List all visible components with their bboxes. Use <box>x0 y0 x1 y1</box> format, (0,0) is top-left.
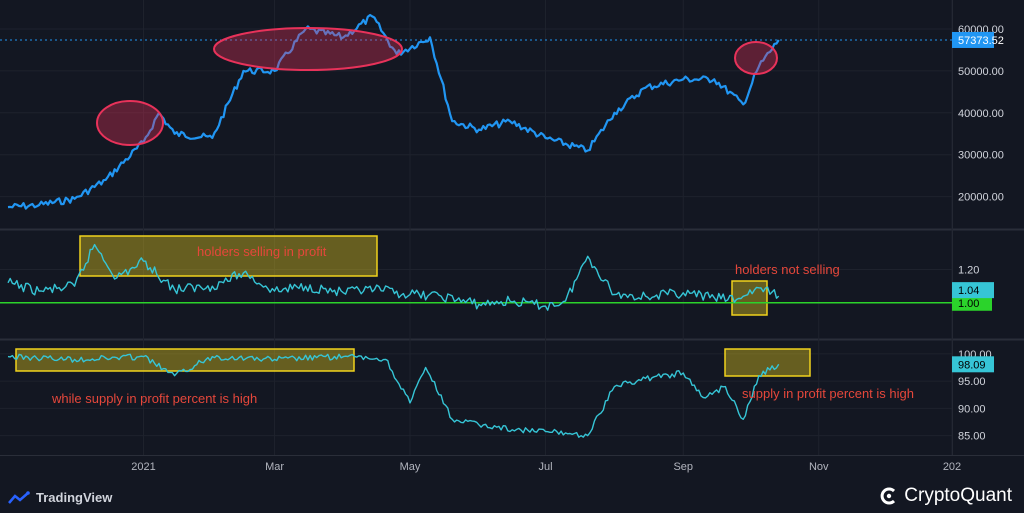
x-tick-label: Mar <box>265 461 284 473</box>
highlight-box <box>731 280 768 316</box>
x-tick-label: 202 <box>943 461 961 473</box>
price-peak-circle <box>734 41 778 75</box>
y-tick-label: 1.20 <box>958 265 979 277</box>
current-value-box <box>952 282 994 299</box>
grid-lines <box>0 0 1024 456</box>
price-peak-circle <box>213 27 403 71</box>
chart-background <box>0 0 1024 480</box>
axis-layer: 2021 Mar May Jul Sep Nov 202 20000.00 30000.00 40… <box>131 24 1004 473</box>
x-tick-label: May <box>400 461 421 473</box>
x-tick-label: Sep <box>673 461 693 473</box>
x-tick-label: 2021 <box>131 461 155 473</box>
series-line-supply_in_profit_percent <box>7 353 780 438</box>
cryptoquant-label: CryptoQuant <box>904 485 1012 506</box>
annotation-supply-high-right: supply in profit percent is high <box>742 386 914 401</box>
annotation-layer: holders selling in profit holders not se… <box>51 244 914 406</box>
series-line-sopr <box>7 243 780 311</box>
baseline-label: 1.00 <box>958 298 979 310</box>
circle-layer <box>96 27 778 146</box>
annotation-holders-not-selling: holders not selling <box>735 262 840 277</box>
y-tick-label: 50000.00 <box>958 66 1004 78</box>
y-tick-label: 95.00 <box>958 376 986 388</box>
series-layer <box>0 13 952 438</box>
current-value-box <box>952 356 994 373</box>
y-tick-label: 30000.00 <box>958 150 1004 162</box>
current-value-box <box>952 31 994 48</box>
current-value-label: 1.04 <box>958 285 979 297</box>
current-value-label: 57373.52 <box>958 35 1004 47</box>
highlight-box <box>724 348 811 377</box>
cryptoquant-brand: CryptoQuant <box>880 485 1012 507</box>
tradingview-logo-icon <box>8 490 30 504</box>
y-tick-label: 90.00 <box>958 403 986 415</box>
y-tick-label: 85.00 <box>958 431 986 443</box>
annotation-supply-high-left: while supply in profit percent is high <box>51 391 257 406</box>
x-tick-label: Nov <box>809 461 829 473</box>
tradingview-brand[interactable]: TradingView <box>8 490 112 505</box>
chart-svg: 2021 Mar May Jul Sep Nov 202 20000.00 30000.00 40… <box>0 0 1024 480</box>
price-peak-circle <box>96 100 164 146</box>
y-tick-label: 20000.00 <box>958 192 1004 204</box>
series-line-price <box>7 13 780 210</box>
annotation-holders-selling: holders selling in profit <box>197 244 327 259</box>
cryptoquant-logo-icon <box>880 487 896 505</box>
x-tick-label: Jul <box>538 461 552 473</box>
baseline-label-box <box>952 294 992 311</box>
current-value-label: 98.09 <box>958 359 986 371</box>
y-tick-label: 40000.00 <box>958 108 1004 120</box>
footer-bar: TradingView CryptoQuant <box>0 480 1024 513</box>
tradingview-label: TradingView <box>36 490 113 505</box>
